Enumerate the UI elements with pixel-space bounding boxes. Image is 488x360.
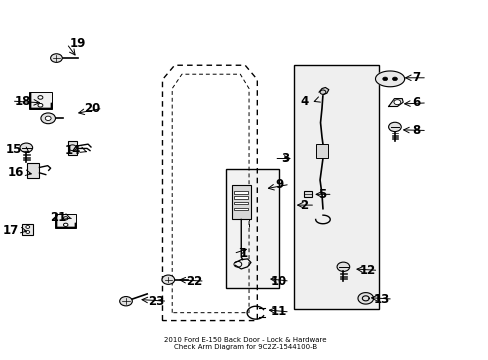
- Text: 10: 10: [270, 275, 287, 288]
- Polygon shape: [388, 99, 403, 107]
- Circle shape: [63, 223, 68, 226]
- Text: 18: 18: [14, 95, 31, 108]
- Text: 19: 19: [69, 37, 85, 50]
- Bar: [234, 196, 247, 199]
- Text: 11: 11: [270, 306, 287, 319]
- Circle shape: [120, 297, 132, 306]
- Circle shape: [38, 96, 43, 99]
- Polygon shape: [375, 71, 404, 87]
- Circle shape: [392, 77, 397, 81]
- Text: 2010 Ford E-150 Back Door - Lock & Hardware
Check Arm Diagram for 9C2Z-1544100-B: 2010 Ford E-150 Back Door - Lock & Hardw…: [163, 337, 325, 350]
- Text: 16: 16: [7, 166, 24, 179]
- Text: 13: 13: [373, 293, 389, 306]
- Text: 8: 8: [411, 124, 420, 137]
- Text: 21: 21: [50, 211, 66, 224]
- Bar: [234, 202, 247, 204]
- Text: 22: 22: [185, 275, 202, 288]
- Text: 7: 7: [411, 71, 420, 84]
- Bar: [22, 225, 33, 234]
- Text: 4: 4: [300, 95, 308, 108]
- Polygon shape: [318, 87, 328, 95]
- Circle shape: [63, 217, 68, 220]
- Bar: [293, 65, 378, 309]
- Text: 5: 5: [317, 188, 325, 201]
- Bar: [234, 191, 247, 194]
- Circle shape: [51, 54, 62, 62]
- Text: 17: 17: [2, 224, 19, 237]
- Circle shape: [26, 230, 30, 233]
- Text: 2: 2: [300, 199, 308, 212]
- Circle shape: [20, 143, 33, 152]
- Text: 9: 9: [275, 178, 283, 191]
- Circle shape: [336, 262, 349, 271]
- Bar: [27, 163, 40, 178]
- Circle shape: [38, 103, 43, 107]
- Text: 1: 1: [240, 247, 248, 260]
- Circle shape: [162, 275, 174, 284]
- Bar: [231, 185, 250, 220]
- Bar: [234, 208, 247, 211]
- Circle shape: [41, 113, 55, 124]
- Bar: [225, 169, 279, 288]
- Polygon shape: [357, 293, 373, 304]
- Circle shape: [388, 122, 401, 132]
- Bar: [304, 191, 312, 197]
- Text: 6: 6: [411, 96, 420, 109]
- Text: 3: 3: [281, 152, 288, 165]
- Bar: [67, 140, 77, 155]
- Circle shape: [45, 116, 51, 121]
- Text: 20: 20: [83, 102, 100, 115]
- Bar: [29, 93, 52, 109]
- Circle shape: [26, 226, 30, 228]
- Circle shape: [393, 100, 400, 105]
- Circle shape: [382, 77, 387, 81]
- Bar: [55, 214, 76, 228]
- Text: 23: 23: [148, 295, 164, 308]
- Text: 12: 12: [359, 264, 375, 277]
- Text: 14: 14: [64, 144, 81, 157]
- Bar: [316, 144, 327, 158]
- Text: 15: 15: [6, 143, 22, 156]
